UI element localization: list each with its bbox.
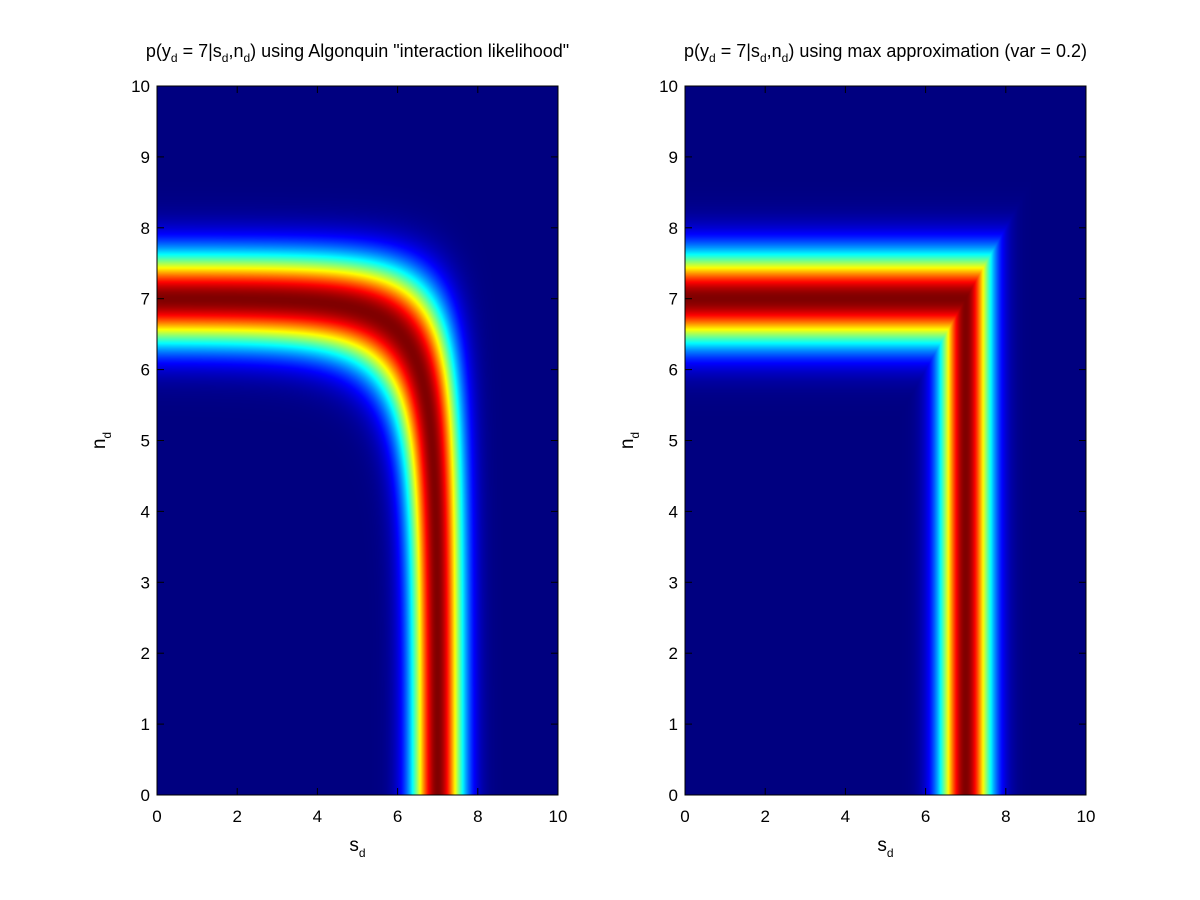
right-y-tick-label: 8 — [669, 219, 678, 238]
left-x-tick-label: 2 — [232, 807, 241, 826]
left-y-tick-label: 2 — [141, 644, 150, 663]
left-x-axis-label: sd — [349, 835, 365, 860]
left-chart-title: p(yd = 7|sd,nd) using Algonquin "interac… — [146, 41, 569, 65]
left-x-tick-label: 0 — [152, 807, 161, 826]
left-y-tick-label: 3 — [141, 573, 150, 592]
right-x-tick-label: 2 — [760, 807, 769, 826]
right-heatmap-image — [685, 86, 1086, 795]
left-x-tick-label: 10 — [549, 807, 568, 826]
right-heatmap-panel: 0 2 4 6 8 10 0 1 2 3 4 5 6 7 8 9 10 sd nd p(yd = 7|sd,nd) u… — [617, 41, 1095, 860]
right-y-tick-label: 5 — [669, 432, 678, 451]
left-y-tick-label: 10 — [131, 77, 150, 96]
right-y-tick-label: 1 — [669, 715, 678, 734]
right-y-tick-label: 10 — [659, 77, 678, 96]
left-heatmap-image — [157, 86, 558, 795]
left-y-tick-label: 6 — [141, 361, 150, 380]
left-y-tick-label: 7 — [141, 290, 150, 309]
right-x-tick-label: 8 — [1001, 807, 1010, 826]
right-y-tick-label: 9 — [669, 148, 678, 167]
right-y-tick-label: 4 — [669, 502, 678, 521]
left-x-tick-label: 6 — [393, 807, 402, 826]
right-y-tick-label: 3 — [669, 573, 678, 592]
right-y-tick-label: 2 — [669, 644, 678, 663]
left-y-tick-label: 1 — [141, 715, 150, 734]
right-y-axis-label: nd — [617, 432, 642, 449]
left-x-tick-label: 4 — [313, 807, 322, 826]
right-x-axis-label: sd — [877, 835, 893, 860]
right-x-tick-label: 0 — [680, 807, 689, 826]
right-y-tick-label: 6 — [669, 361, 678, 380]
left-x-tick-label: 8 — [473, 807, 482, 826]
left-y-tick-label: 5 — [141, 432, 150, 451]
right-y-tick-label: 7 — [669, 290, 678, 309]
right-y-tick-label: 0 — [669, 786, 678, 805]
left-y-axis-label: nd — [89, 432, 114, 449]
right-x-tick-label: 6 — [921, 807, 930, 826]
right-x-tick-label: 10 — [1077, 807, 1096, 826]
right-chart-title: p(yd = 7|sd,nd) using max approximation … — [684, 41, 1087, 65]
right-x-tick-label: 4 — [841, 807, 850, 826]
left-y-tick-label: 8 — [141, 219, 150, 238]
left-y-tick-label: 9 — [141, 148, 150, 167]
left-y-tick-label: 4 — [141, 502, 150, 521]
left-heatmap-panel: 0 2 4 6 8 10 0 1 2 3 4 5 6 7 8 9 10 sd nd p(yd = 7|sd,nd) u… — [89, 41, 569, 860]
left-y-tick-label: 0 — [141, 786, 150, 805]
